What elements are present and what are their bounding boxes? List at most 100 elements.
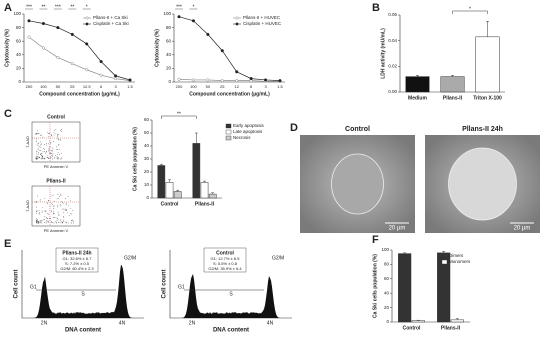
significance: * [192,4,194,10]
flow-dot [56,153,58,155]
legend-label: Necrosis [233,135,251,140]
flow-dot [41,156,43,157]
flow-dot [52,156,54,158]
flow-dot [50,143,52,145]
flow-dot [52,153,54,155]
flow-dot [70,199,71,201]
phase-label: S [81,291,85,297]
point [206,78,210,82]
flow-dot [48,220,49,222]
flow-dot [64,208,66,210]
flow-dot [36,206,37,208]
legend-label: Cisplatin + Ca Ski [93,21,129,26]
flow-dot [42,136,44,138]
line [28,20,131,81]
flow-dot [42,151,44,153]
panel-label: D [290,122,298,134]
y-axis-label: Cytotoxicity (%) [154,29,160,67]
flow-dot [57,158,59,160]
flow-dot [61,201,62,203]
flow-x-label: PE Annexin V [44,164,69,169]
flow-dot [54,217,56,218]
y-tick-label: 0.02 [388,64,397,69]
legend-swatch [225,135,232,141]
flow-frame [31,121,81,163]
flow-dot [65,198,66,200]
point [114,77,118,81]
flow-dot [45,151,47,153]
flow-dot [40,135,42,136]
point [85,42,89,46]
flow-dot [40,141,41,143]
point [177,15,181,19]
flow-dot [72,210,74,211]
y-tick-label: 10 [144,182,150,187]
flow-dot [37,158,38,160]
point [56,26,60,30]
flow-dot [53,141,54,142]
flow-dot [58,214,60,216]
flow-dot [35,202,37,203]
flow-dot [70,213,72,215]
flow-dot [61,157,63,158]
x-tick-label: 100 [40,84,47,89]
y-axis-label: Cell count [14,269,20,298]
panel-label: F [372,234,379,246]
flow-dot [37,219,39,221]
flow-dot [46,217,47,218]
flow-dot [47,221,49,222]
flow-dot [68,222,69,224]
flow-dot [41,222,43,224]
flow-title: Control [47,114,65,120]
flow-title: Pllans-II [46,178,66,184]
flow-dot [48,148,50,150]
point [235,79,239,83]
panel-label: A [4,2,12,14]
y-axis-label: Cytotoxicity (%) [4,29,10,67]
flow-dot [62,219,64,221]
stats-title: Pllans-II 24h [62,250,91,256]
flow-dot [49,146,50,148]
x-tick-label: 50 [206,84,211,89]
flow-dot [53,158,55,160]
flow-dot [46,219,48,221]
significance: ** [177,111,181,117]
flow-dot [37,222,38,224]
x-tick-label: 1.5 [277,84,283,89]
x-tick-label: 25 [220,84,225,89]
flow-dot [57,206,58,208]
x-tick-label: Control [161,201,179,207]
flow-dot [39,156,40,158]
x-tick-label: 25 [70,84,75,89]
flow-dot [36,151,38,153]
flow-dot [61,221,62,223]
error-bar [203,180,206,183]
flow-dot [65,202,67,204]
flow-dot [62,221,64,223]
flow-dot [55,221,57,222]
legend-label: Dimers [449,253,464,258]
scale-label: 20 µm [389,226,406,232]
flow-dot [40,158,42,160]
flow-dot [57,204,58,206]
point [220,49,224,53]
bar [165,182,174,199]
flow-dot [60,194,62,196]
phase-label: G2/M [124,255,136,261]
flow-dot [36,144,38,146]
flow-dot [35,221,37,223]
sig-bracket [452,10,488,14]
y-tick-label: 0 [386,319,389,324]
point [191,19,195,23]
flow-dot [61,209,63,211]
stats-line: S: 7.2% ± 0.5 [65,261,90,266]
flow-dot [43,157,45,159]
legend-label: Late apoptosis [233,129,263,134]
flow-dot [39,212,40,214]
flow-dot [65,221,67,223]
flow-dot [44,197,46,199]
stats-title: Control [216,250,234,256]
flow-dot [59,205,61,207]
flow-dot [53,208,54,209]
flow-dot [35,212,37,214]
